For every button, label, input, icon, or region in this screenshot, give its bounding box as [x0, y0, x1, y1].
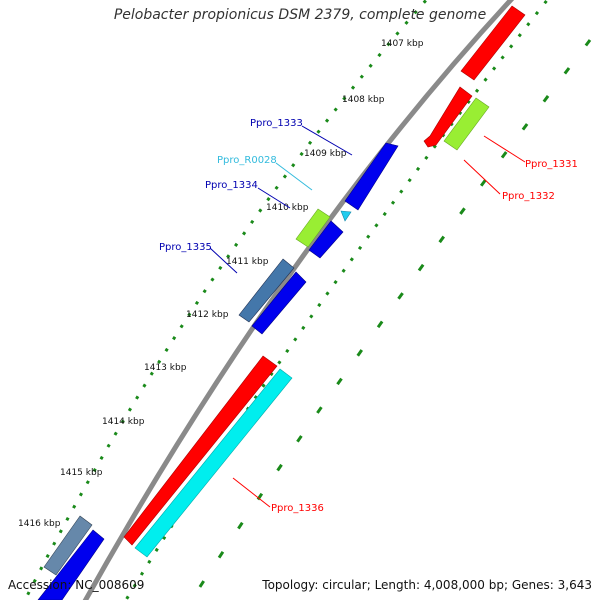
- gene-arrow[interactable]: [340, 210, 352, 222]
- gene-arrow[interactable]: [295, 208, 331, 248]
- label-connector: [275, 162, 313, 191]
- gene-label[interactable]: Ppro_R0028: [217, 155, 277, 166]
- gene-arrow[interactable]: [37, 529, 105, 600]
- gene-arrow[interactable]: [423, 86, 473, 148]
- accession-info: Accession: NC_008609: [8, 578, 144, 592]
- topology-label: Topology:: [262, 578, 319, 592]
- length-value: 4,008,000 bp: [423, 578, 504, 592]
- gene-arrow[interactable]: [238, 258, 295, 323]
- label-connector: [257, 187, 291, 209]
- tick-label: 1413 kbp: [144, 363, 187, 373]
- tick-label: 1414 kbp: [102, 417, 145, 427]
- gene-arrow[interactable]: [43, 515, 93, 576]
- gene-arrow[interactable]: [460, 5, 526, 81]
- genome-backbone: [82, 0, 515, 600]
- topology-value: circular: [322, 578, 367, 592]
- tick-label: 1416 kbp: [18, 519, 61, 529]
- label-connector: [209, 247, 238, 274]
- tick-label: 1407 kbp: [381, 39, 424, 49]
- gene-label[interactable]: Ppro_1335: [159, 242, 212, 253]
- gene-label[interactable]: Ppro_1333: [250, 118, 303, 129]
- gene-arrow[interactable]: [443, 97, 490, 151]
- gene-label[interactable]: Ppro_1331: [525, 159, 578, 170]
- genes-value: 3,643: [557, 578, 592, 592]
- accession-value: NC_008609: [75, 578, 145, 592]
- accession-label: Accession:: [8, 578, 72, 592]
- label-connector: [483, 135, 526, 163]
- gene-label[interactable]: Ppro_1332: [502, 191, 555, 202]
- map-title: Pelobacter propionicus DSM 2379, complet…: [113, 7, 487, 23]
- gene-label[interactable]: Ppro_1336: [271, 503, 324, 514]
- gene-arrow[interactable]: [308, 220, 344, 259]
- tick-label: 1415 kbp: [60, 468, 103, 478]
- tick-label: 1412 kbp: [186, 310, 229, 320]
- label-connector: [232, 477, 271, 508]
- tick-label: 1409 kbp: [304, 149, 347, 159]
- label-connector: [463, 159, 501, 195]
- genome-summary: Topology: circular; Length: 4,008,000 bp…: [262, 578, 592, 592]
- length-label: Length:: [374, 578, 421, 592]
- tick-label: 1408 kbp: [342, 95, 385, 105]
- tick-label: 1410 kbp: [266, 203, 309, 213]
- gene-arrow[interactable]: [134, 368, 293, 558]
- gene-arrow[interactable]: [251, 271, 307, 335]
- gene-arrow[interactable]: [123, 355, 278, 546]
- genes-label: Genes:: [511, 578, 554, 592]
- inner-dotted-ring: [23, 0, 429, 600]
- gene-arrow[interactable]: [344, 142, 399, 211]
- tick-label: 1411 kbp: [226, 257, 269, 267]
- gene-label[interactable]: Ppro_1334: [205, 180, 258, 191]
- label-connector: [301, 125, 353, 156]
